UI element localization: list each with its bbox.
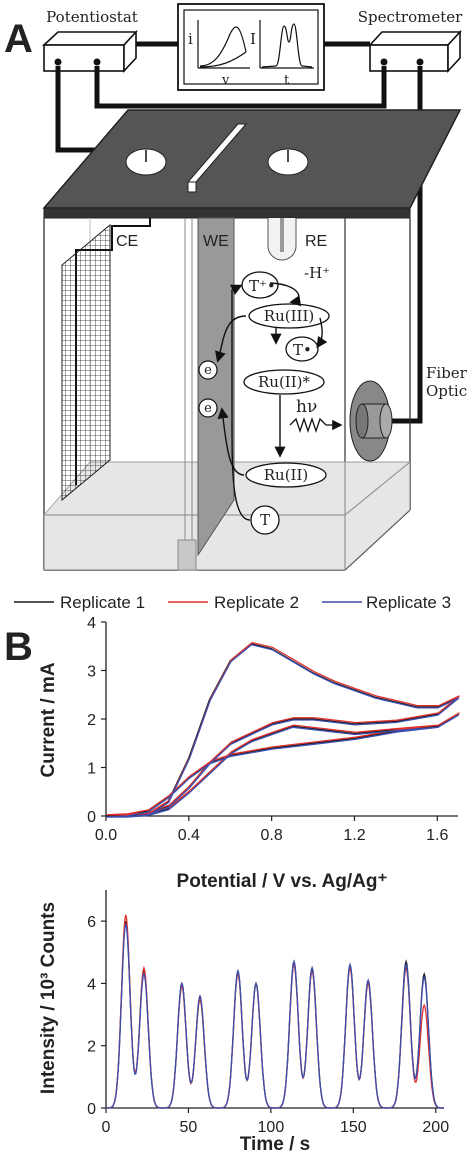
species-t-radical-ellipse (285, 336, 319, 362)
mini-cv-ylabel: i (188, 30, 193, 48)
legend-label-rep3: Replicate 3 (366, 593, 451, 612)
ecl-ytick-label: 0 (87, 1101, 96, 1118)
cv-ytick-label: 2 (87, 712, 96, 729)
cv-ylabel: Current / mA (38, 662, 59, 777)
electron-lower-circle (198, 398, 218, 418)
fiber-label-line2: Optic (426, 382, 467, 400)
cell-lid-edge (43, 207, 411, 219)
spectrometer-label: Spectrometer (358, 8, 463, 26)
mini-ecl-xlabel: t (284, 73, 290, 88)
species-ru2-excited: Ru(II)* (258, 373, 311, 391)
photon-wave (289, 416, 343, 434)
mini-cv-curve (199, 26, 247, 68)
spectrometer-box (368, 29, 462, 74)
re-tube (267, 218, 297, 261)
ecl-xtick-label: 200 (422, 1119, 449, 1136)
ecl-xtick-label: 0 (102, 1119, 111, 1136)
species-t: T (260, 511, 270, 529)
cv-ytick-label: 1 (87, 761, 96, 778)
cv-xtick-label: 0.8 (261, 827, 283, 844)
species-t-radical-cation: T⁺• (249, 277, 276, 295)
ecl-xlabel: Time / s (240, 1134, 310, 1155)
panel-a-letter: A (4, 17, 33, 61)
cv-series-3-cycle-1 (106, 644, 460, 818)
detector-lens (349, 380, 393, 462)
ecl-xtick-label: 150 (340, 1119, 367, 1136)
fiber-label-line1: Fiber (426, 364, 468, 382)
ecl-chart: 0 50 100 150 200 0 2 4 6 (87, 890, 449, 1136)
ecl-ytick-label: 4 (87, 976, 96, 993)
mini-ecl-ylabel: I (250, 30, 256, 48)
mechanism (198, 271, 343, 535)
cv-series-3-cycle-2 (106, 714, 460, 818)
legend: Replicate 1 Replicate 2 Replicate 3 (14, 593, 451, 612)
cv-series-2-cycle-2 (107, 712, 460, 816)
species-ru3: Ru(III) (264, 307, 314, 325)
ecl-ylabel: Intensity / 10³ Counts (38, 902, 59, 1094)
potentiostat-box (41, 29, 138, 74)
potentiostat-jack-right (93, 58, 101, 66)
ecl-xtick-label: 50 (180, 1119, 198, 1136)
legend-label-rep1: Replicate 1 (60, 593, 145, 612)
ecl-xtick-label: 100 (258, 1119, 285, 1136)
we-label: WE (203, 233, 229, 250)
electron-upper: e (204, 363, 212, 378)
cv-xtick-label: 1.2 (343, 827, 365, 844)
electron-lower: e (204, 401, 212, 416)
species-ru3-ellipse (248, 303, 330, 329)
ecl-series-3 (106, 924, 444, 1109)
monitor (177, 3, 325, 91)
photon-label: hν (296, 397, 317, 417)
mini-ecl-curve (261, 23, 313, 68)
ecl-ytick-label: 2 (87, 1039, 96, 1056)
deprotonation-label: -H⁺ (304, 264, 330, 282)
cv-xtick-label: 0.0 (95, 827, 117, 844)
ecl-series-1 (106, 920, 444, 1109)
potentiostat-jack-left (54, 58, 62, 66)
cv-xtick-label: 1.6 (426, 827, 448, 844)
cv-ytick-label: 3 (87, 664, 96, 681)
potentiostat-label: Potentiostat (46, 8, 138, 26)
species-ru2-ellipse (245, 462, 327, 488)
cell-lid (42, 109, 462, 209)
re-label: RE (305, 233, 327, 250)
cv-xtick-label: 0.4 (178, 827, 200, 844)
ce-mesh (61, 223, 111, 502)
cv-ytick-label: 4 (87, 615, 96, 632)
species-t-radical: T• (293, 341, 312, 359)
species-t-circle (250, 505, 280, 535)
panel-b-letter: B (4, 625, 33, 669)
ecl-series-2 (106, 914, 444, 1109)
we-plate (197, 217, 235, 557)
species-ru2: Ru(II) (264, 466, 309, 484)
species-ru2-excited-ellipse (243, 369, 325, 395)
cell-body (43, 218, 411, 571)
cv-xlabel: Potential / V vs. Ag/Ag⁺ (177, 871, 388, 892)
cv-chart: 0.0 0.4 0.8 1.2 1.6 0 1 2 3 4 (87, 615, 460, 844)
cv-ytick-label: 0 (87, 809, 96, 826)
ce-label: CE (116, 233, 138, 250)
electron-upper-circle (198, 360, 218, 380)
ecl-ytick-label: 6 (87, 914, 96, 931)
mini-cv-xlabel: v (221, 73, 230, 88)
legend-label-rep2: Replicate 2 (214, 593, 299, 612)
